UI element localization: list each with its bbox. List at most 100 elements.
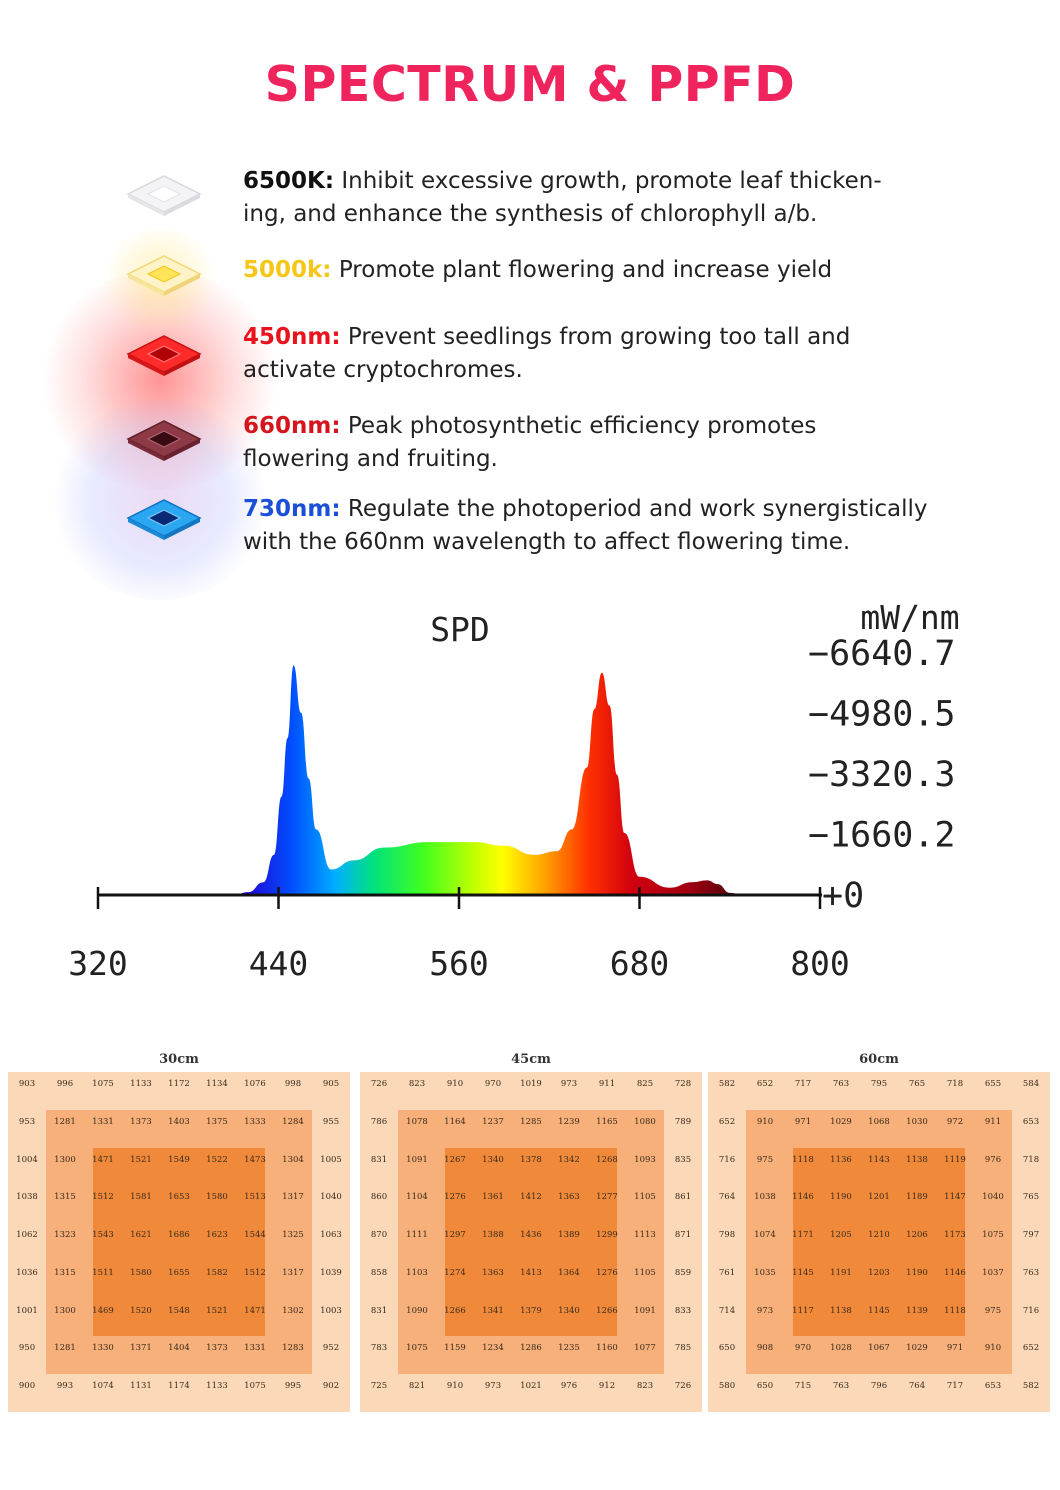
y-tick-label: −6640.7 — [808, 634, 956, 674]
ppfd-zone-core — [793, 1148, 965, 1336]
ppfd-cell: 1037 — [982, 1267, 1004, 1278]
ppfd-cell: 1113 — [634, 1230, 656, 1241]
ppfd-cell: 1686 — [168, 1230, 190, 1241]
ppfd-cell: 910 — [446, 1381, 464, 1392]
ppfd-cell: 1473 — [244, 1154, 266, 1165]
ppfd-cell: 1139 — [906, 1305, 928, 1316]
ppfd-cell: 652 — [1022, 1343, 1040, 1354]
ppfd-cell: 1210 — [868, 1230, 890, 1241]
ppfd-cell: 1040 — [982, 1192, 1004, 1203]
feature-key: 730nm: — [243, 496, 341, 522]
ppfd-cell: 1206 — [906, 1230, 928, 1241]
ppfd-cell: 1040 — [320, 1192, 342, 1203]
ppfd-zone-core — [93, 1148, 265, 1336]
ppfd-cell: 1331 — [92, 1116, 114, 1127]
ppfd-cell: 1543 — [92, 1230, 114, 1241]
ppfd-cell: 995 — [284, 1381, 302, 1392]
ppfd-cell: 1172 — [168, 1079, 190, 1089]
y-tick-label: −1660.2 — [808, 815, 956, 855]
ppfd-cell: 900 — [18, 1381, 36, 1392]
ppfd-cell: 763 — [832, 1079, 850, 1089]
ppfd-cell: 1145 — [792, 1267, 814, 1278]
ppfd-cell: 1471 — [92, 1154, 114, 1165]
ppfd-cell: 1105 — [634, 1192, 656, 1203]
ppfd-cell: 763 — [1022, 1267, 1040, 1278]
ppfd-cell: 584 — [1022, 1079, 1040, 1089]
ppfd-cell: 1580 — [206, 1192, 228, 1203]
ppfd-cell: 821 — [408, 1381, 426, 1392]
white-led-chip-icon — [122, 170, 206, 218]
ppfd-cell: 718 — [946, 1079, 964, 1089]
ppfd-cell: 1063 — [320, 1230, 342, 1241]
ppfd-cell: 1146 — [792, 1192, 814, 1203]
ppfd-cell: 1340 — [558, 1305, 580, 1316]
ppfd-cell: 1078 — [406, 1116, 428, 1127]
ppfd-cell: 1655 — [168, 1267, 190, 1278]
ppfd-cell: 996 — [56, 1079, 74, 1089]
ppfd-cell: 1093 — [634, 1154, 656, 1165]
ppfd-cell: 1363 — [482, 1267, 504, 1278]
ppfd-cell: 1342 — [558, 1154, 580, 1165]
feature-text: Prevent seedlings from growing too tall … — [347, 324, 851, 350]
ppfd-cell: 650 — [756, 1381, 774, 1392]
ppfd-grids: 30cm 903 996 1075 1133 1172 1134 1076 998 905 953 1… — [8, 1048, 1054, 1414]
ppfd-cell: 1091 — [406, 1154, 428, 1165]
ppfd-cell: 1544 — [244, 1230, 266, 1241]
ppfd-cell: 1373 — [130, 1116, 152, 1127]
ppfd-cell: 1471 — [244, 1305, 266, 1316]
ppfd-cell: 831 — [370, 1305, 388, 1316]
ppfd-cell: 726 — [674, 1381, 692, 1392]
ppfd-cell: 835 — [674, 1154, 692, 1165]
ppfd-cell: 1333 — [244, 1116, 266, 1127]
ppfd-cell: 1029 — [830, 1116, 852, 1127]
ppfd-cell: 652 — [756, 1079, 774, 1089]
ppfd-cell: 903 — [18, 1079, 36, 1089]
ppfd-cell: 1412 — [520, 1192, 542, 1203]
ppfd-cell: 1521 — [130, 1154, 152, 1165]
ppfd-cell: 993 — [56, 1381, 74, 1392]
ppfd-cell: 728 — [674, 1079, 692, 1089]
ppfd-cell: 1520 — [130, 1305, 152, 1316]
spectrum-area — [98, 665, 745, 895]
ppfd-cell: 858 — [370, 1267, 388, 1278]
ppfd-cell: 1388 — [482, 1230, 504, 1241]
ppfd-cell: 1021 — [520, 1381, 542, 1392]
ppfd-cell: 1317 — [282, 1267, 304, 1278]
ppfd-cell: 910 — [984, 1343, 1002, 1354]
ppfd-cell: 718 — [1022, 1154, 1040, 1165]
ppfd-cell: 1281 — [54, 1116, 76, 1127]
feature-key: 5000k: — [243, 257, 332, 283]
ppfd-cell: 1138 — [830, 1305, 852, 1316]
feature-text-line2: activate cryptochromes. — [243, 357, 523, 383]
ppfd-cell: 582 — [718, 1079, 736, 1089]
ppfd-cell: 1371 — [130, 1343, 152, 1354]
ppfd-cell: 1330 — [92, 1343, 114, 1354]
ppfd-cell: 786 — [370, 1116, 388, 1127]
ppfd-cell: 860 — [370, 1192, 388, 1203]
ppfd-cell: 1522 — [206, 1154, 228, 1165]
ppfd-cell: 1091 — [634, 1305, 656, 1316]
ppfd-cell: 823 — [636, 1381, 654, 1392]
ppfd-cell: 1403 — [168, 1116, 190, 1127]
ppfd-cell: 1205 — [830, 1230, 852, 1241]
ppfd-cell: 795 — [870, 1079, 888, 1089]
ppfd-cell: 1119 — [944, 1154, 966, 1165]
feature-key: 450nm: — [243, 324, 341, 350]
spd-chart: 320 440 560 680 800 −6640.7 −4980.5 −3320.3 −166… — [0, 595, 1060, 995]
ppfd-cell: 1001 — [16, 1305, 38, 1316]
page-title: SPECTRUM & PPFD — [264, 56, 796, 113]
feature-text: Peak photosynthetic efficiency promotes — [347, 413, 817, 439]
ppfd-cell: 971 — [946, 1343, 964, 1354]
ppfd-cell: 870 — [370, 1230, 388, 1241]
ppfd-cell: 1117 — [792, 1305, 814, 1316]
ppfd-cell: 971 — [794, 1116, 812, 1127]
ppfd-cell: 1315 — [54, 1267, 76, 1278]
ppfd-cell: 763 — [832, 1381, 850, 1392]
ppfd-cell: 715 — [794, 1381, 812, 1392]
ppfd-cell: 1302 — [282, 1305, 304, 1316]
feature-text: Promote plant flowering and increase yie… — [338, 257, 833, 283]
ppfd-cell: 972 — [946, 1116, 964, 1127]
ppfd-cell: 1239 — [558, 1116, 580, 1127]
ppfd-cell: 1300 — [54, 1305, 76, 1316]
ppfd-cell: 998 — [284, 1079, 302, 1089]
